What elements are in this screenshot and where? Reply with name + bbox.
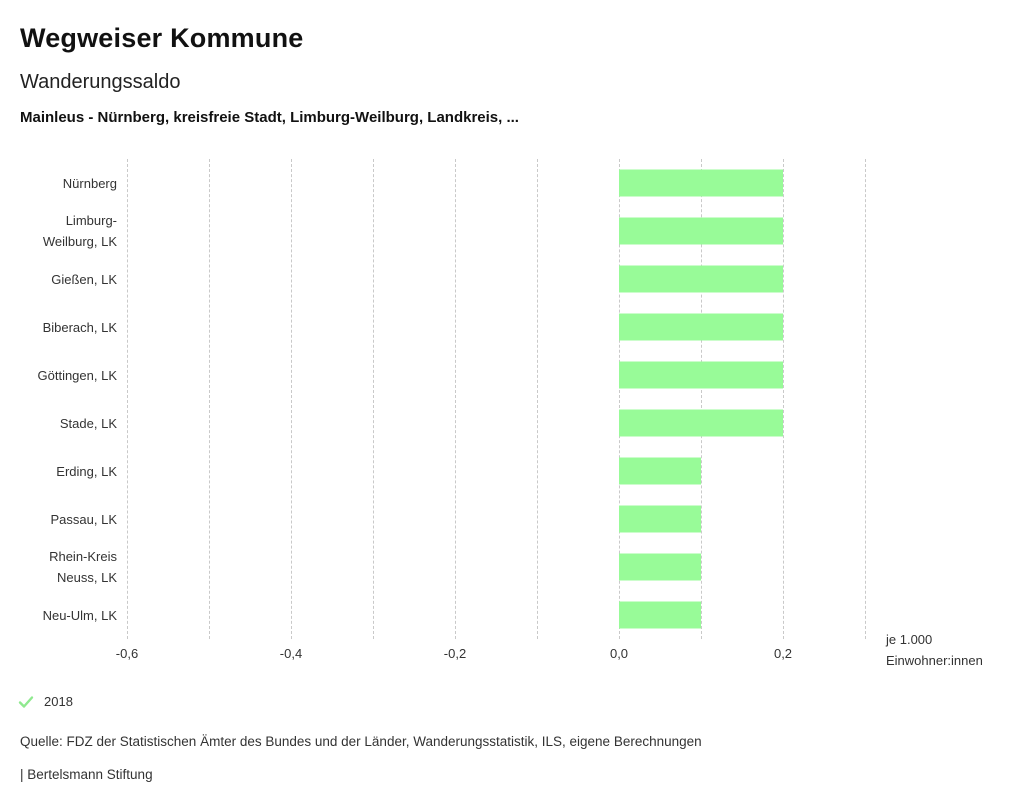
row-plot bbox=[127, 351, 865, 399]
chart-row: Neu-Ulm, LK bbox=[20, 591, 1004, 639]
bar[interactable] bbox=[619, 313, 783, 341]
x-tick-label: -0,4 bbox=[279, 646, 303, 661]
chart-row: Passau, LK bbox=[20, 495, 1004, 543]
x-tick-label: -0,2 bbox=[443, 646, 467, 661]
chart-row: Limburg- Weilburg, LK bbox=[20, 207, 1004, 255]
category-label: Stade, LK bbox=[59, 415, 117, 431]
x-tick-label: -0,6 bbox=[115, 646, 139, 661]
bar[interactable] bbox=[619, 553, 701, 581]
x-axis: -0,6 -0,4 -0,2 0,0 0,2 bbox=[116, 639, 865, 667]
chart-row: Biberach, LK bbox=[20, 303, 1004, 351]
chart-row: Göttingen, LK bbox=[20, 351, 1004, 399]
bar[interactable] bbox=[619, 505, 701, 533]
bar[interactable] bbox=[619, 409, 783, 437]
bar[interactable] bbox=[619, 169, 783, 197]
chart-title: Wanderungssaldo bbox=[20, 71, 181, 93]
category-label: Erding, LK bbox=[56, 463, 117, 479]
axis-unit-label: je 1.000 Einwohner:innen bbox=[886, 632, 983, 668]
row-plot bbox=[127, 159, 865, 207]
bar[interactable] bbox=[619, 265, 783, 293]
chart-row: Rhein-Kreis Neuss, LK bbox=[20, 543, 1004, 591]
legend-year-label: 2018 bbox=[44, 694, 73, 709]
chart-row: Stade, LK bbox=[20, 399, 1004, 447]
category-label: Neu-Ulm, LK bbox=[42, 607, 117, 623]
bar[interactable] bbox=[619, 361, 783, 389]
chart-row: Nürnberg bbox=[20, 159, 1004, 207]
row-plot bbox=[127, 399, 865, 447]
x-tick-label: 0,0 bbox=[609, 646, 629, 661]
x-tick-label: 0,2 bbox=[773, 646, 793, 661]
row-plot bbox=[127, 207, 865, 255]
row-plot bbox=[127, 255, 865, 303]
category-label: Göttingen, LK bbox=[37, 367, 118, 383]
row-plot bbox=[127, 591, 865, 639]
category-label: Nürnberg bbox=[62, 175, 117, 191]
category-label: Biberach, LK bbox=[42, 319, 117, 335]
row-plot bbox=[127, 495, 865, 543]
category-label: Limburg- Weilburg, LK bbox=[42, 213, 117, 249]
legend-item-2018[interactable]: 2018 bbox=[18, 694, 1004, 709]
page-title: Wegweiser Kommune bbox=[20, 23, 304, 53]
row-plot bbox=[127, 447, 865, 495]
chart-row: Erding, LK bbox=[20, 447, 1004, 495]
category-label: Gießen, LK bbox=[51, 271, 117, 287]
branding-text: | Bertelsmann Stiftung bbox=[20, 767, 153, 782]
row-plot bbox=[127, 303, 865, 351]
bar-chart: Nürnberg Limburg- Weilburg, LK Gießen, LK B… bbox=[20, 159, 1004, 668]
chart-row: Gießen, LK bbox=[20, 255, 1004, 303]
source-text: Quelle: FDZ der Statistischen Ämter des … bbox=[20, 734, 702, 749]
chart-description: Mainleus - Nürnberg, kreisfreie Stadt, L… bbox=[20, 109, 519, 126]
chart-rows: Nürnberg Limburg- Weilburg, LK Gießen, LK B… bbox=[20, 159, 1004, 639]
bar[interactable] bbox=[619, 217, 783, 245]
checkmark-icon bbox=[18, 695, 34, 709]
row-plot bbox=[127, 543, 865, 591]
bar[interactable] bbox=[619, 601, 701, 629]
category-label: Passau, LK bbox=[50, 511, 118, 527]
category-label: Rhein-Kreis Neuss, LK bbox=[49, 549, 117, 585]
bar[interactable] bbox=[619, 457, 701, 485]
